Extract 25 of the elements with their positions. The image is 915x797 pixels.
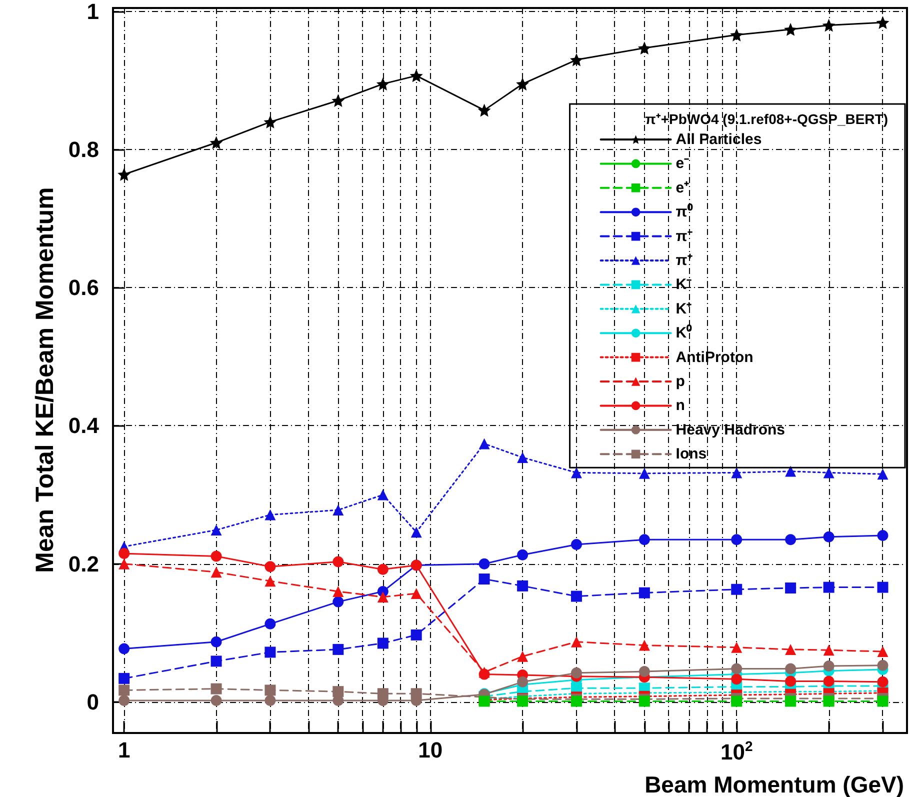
- legend-title: π⁺+PbWO4 (9.1.ref08+-QGSP_BERT): [645, 111, 888, 127]
- legend-label: e⁺: [676, 179, 690, 196]
- legend-label: π⁺: [676, 252, 692, 269]
- legend-label: AntiProton: [676, 348, 754, 366]
- x-tick-label: 1: [118, 738, 130, 762]
- legend-label: π⁻: [676, 228, 692, 245]
- legend-label: K⁻: [676, 276, 692, 294]
- legend-label: e⁻: [676, 155, 690, 172]
- legend-label: Heavy Hadrons: [676, 421, 786, 438]
- y-tick-label: 0.2: [68, 551, 99, 576]
- y-tick-label: 0.4: [68, 413, 100, 438]
- y-tick-label: 0.8: [68, 137, 99, 162]
- y-tick-label: 0: [86, 689, 99, 714]
- legend-label: n: [676, 397, 685, 414]
- y-tick-label: 0.6: [68, 275, 99, 300]
- legend-label: All Particles: [676, 131, 762, 148]
- x-tick-label: 10: [418, 738, 443, 762]
- legend-label: K⁺: [676, 300, 692, 318]
- x-axis-title: Beam Momentum (GeV): [644, 772, 904, 797]
- y-axis-title: Mean Total KE/Beam Momentum: [31, 187, 59, 573]
- legend-label: K⁰: [676, 324, 693, 342]
- y-tick-label: 1: [86, 0, 99, 24]
- legend-label: p: [676, 373, 685, 390]
- legend-label: Ions: [676, 446, 707, 463]
- legend-label: π⁰: [676, 202, 694, 221]
